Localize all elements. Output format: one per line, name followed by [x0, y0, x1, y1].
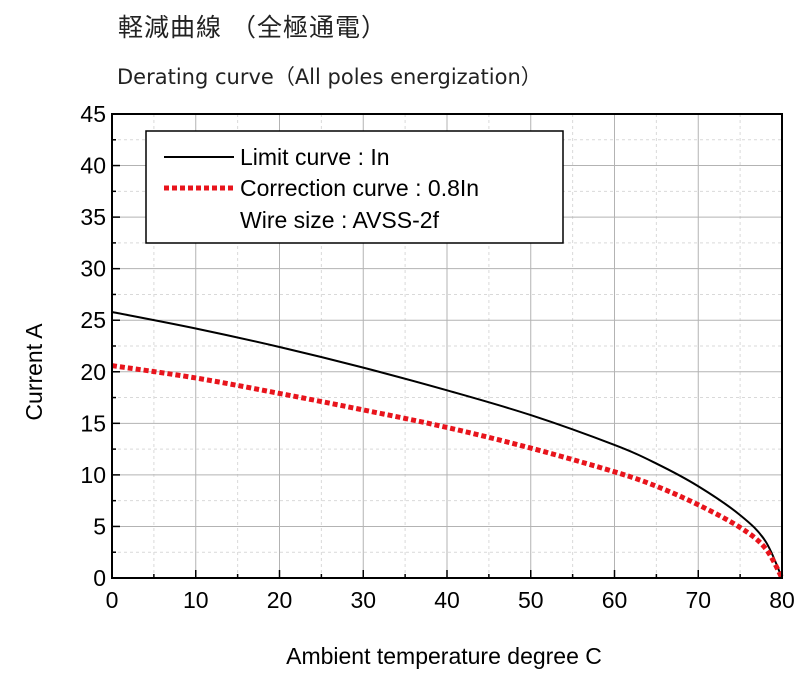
x-axis-label: Ambient temperature degree C — [286, 643, 602, 669]
y-tick-label: 10 — [80, 462, 106, 488]
y-tick-label: 35 — [80, 204, 106, 230]
chart-title-english: Derating curve（All poles energization） — [117, 65, 542, 89]
x-tick-label: 0 — [106, 587, 119, 613]
legend-limit-label: Limit curve : In — [240, 144, 390, 170]
x-tick-label: 80 — [769, 587, 795, 613]
y-tick-label: 20 — [80, 359, 106, 385]
y-axis-label: Current A — [21, 323, 47, 421]
legend-wire-size-note: Wire size : AVSS-2f — [240, 207, 440, 233]
limit-curve-line — [111, 310, 783, 579]
correction-curve-line — [111, 363, 785, 580]
x-tick-label: 20 — [267, 587, 293, 613]
x-tick-label: 10 — [183, 587, 209, 613]
x-tick-label: 30 — [350, 587, 376, 613]
y-tick-label: 30 — [80, 256, 106, 282]
axis-ticks: 0 10 20 30 40 50 60 70 80 0 5 10 15 20 25 30 35 40 45 — [80, 101, 794, 613]
x-tick-label: 40 — [434, 587, 460, 613]
y-tick-label: 25 — [80, 307, 106, 333]
y-tick-label: 15 — [80, 410, 106, 436]
chart-title-japanese: 軽減曲線 （全極通電） — [118, 13, 387, 42]
series-group — [111, 310, 785, 580]
x-tick-label: 70 — [685, 587, 711, 613]
legend: Limit curve : In Correction curve : 0.8I… — [145, 130, 564, 244]
y-tick-label: 45 — [80, 101, 106, 127]
y-tick-label: 0 — [93, 565, 106, 591]
x-tick-label: 50 — [518, 587, 544, 613]
y-tick-label: 40 — [80, 153, 106, 179]
legend-correction-label: Correction curve : 0.8In — [240, 175, 479, 201]
y-tick-label: 5 — [93, 513, 106, 539]
x-tick-label: 60 — [602, 587, 628, 613]
